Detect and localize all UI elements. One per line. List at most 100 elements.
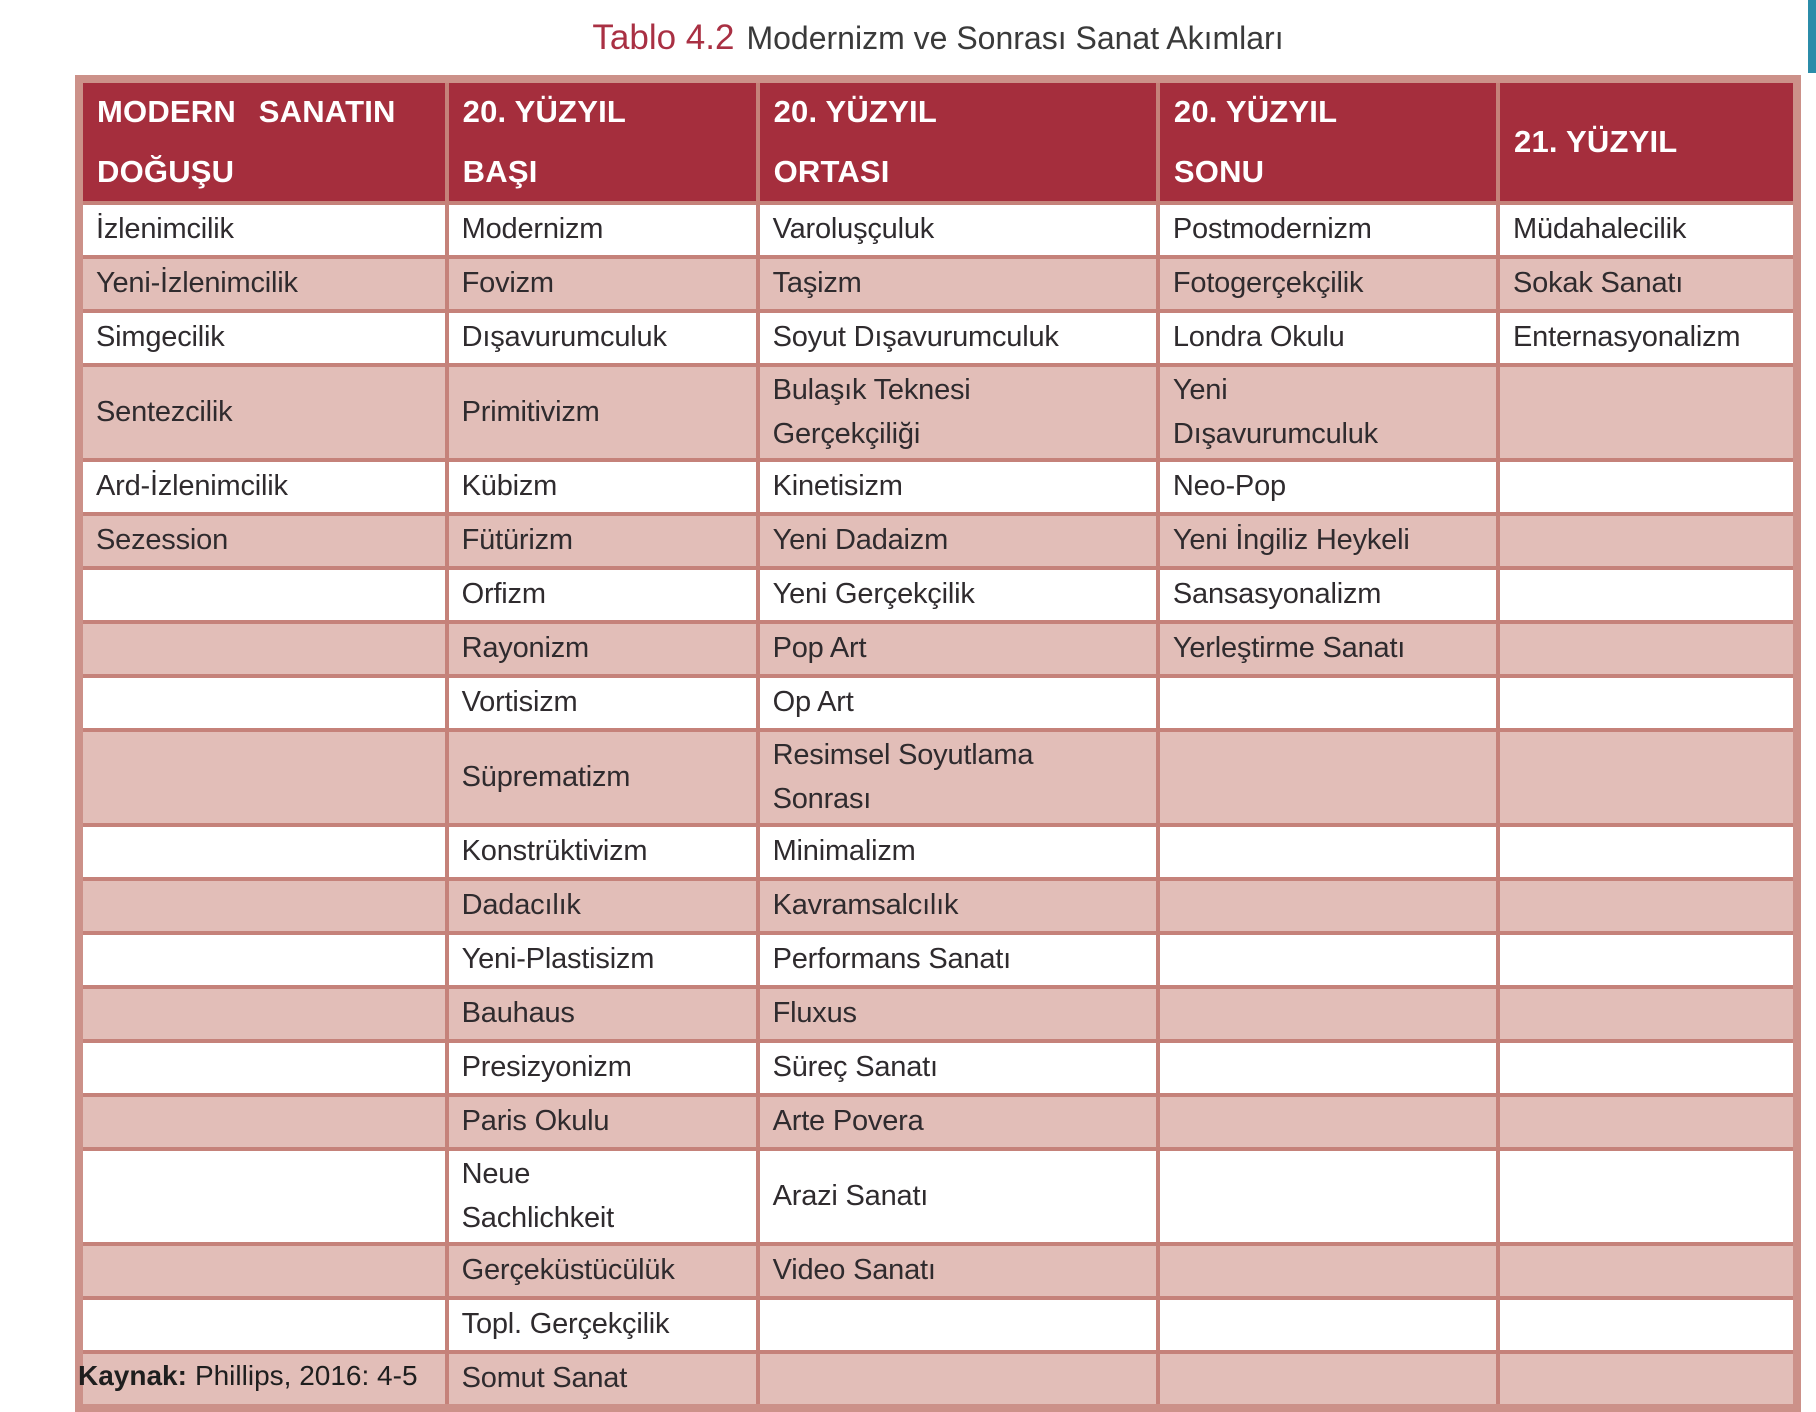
table-cell: Süprematizm — [444, 728, 760, 828]
table-cell — [1496, 620, 1799, 679]
page-corner-accent-bar — [1808, 0, 1816, 73]
table-cell: Presizyonizm — [444, 1039, 760, 1098]
table-cell: Paris Okulu — [444, 1093, 760, 1152]
table-caption-text: Modernizm ve Sonrası Sanat Akımları — [746, 20, 1284, 56]
table-cell: Topl. Gerçekçilik — [444, 1296, 760, 1355]
column-header-line: SONU — [1173, 154, 1265, 190]
table-cell — [77, 1296, 449, 1355]
column-header: 20. YÜZYIL ORTASI — [755, 76, 1160, 206]
table-cell: Fovizm — [444, 255, 760, 314]
table-row: Topl. Gerçekçilik — [77, 1296, 1799, 1355]
table-row: Sezession Fütürizm Yeni Dadaizm Yeni İngili… — [77, 512, 1799, 571]
table-cell: Yeni İngiliz Heykeli — [1155, 512, 1501, 571]
table-cell: Soyut Dışavurumculuk — [755, 309, 1160, 368]
table-cell: Arte Povera — [755, 1093, 1160, 1152]
table-cell: Sezession — [77, 512, 449, 571]
table-cell — [77, 931, 449, 990]
table-cell — [77, 1242, 449, 1301]
table-cell: Modernizm — [444, 201, 760, 260]
table-cell — [1155, 1296, 1501, 1355]
table-cell — [1155, 1147, 1501, 1247]
table-cell — [1496, 674, 1799, 733]
table-row: Gerçeküstücülük Video Sanatı — [77, 1242, 1799, 1301]
table-cell: Bulaşık Teknesi Gerçekçiliği — [755, 363, 1160, 463]
source-text: Phillips, 2016: 4-5 — [194, 1360, 418, 1391]
table-cell: Performans Sanatı — [755, 931, 1160, 990]
table-cell: Sentezcilik — [77, 363, 449, 463]
table-cell: Kinetisizm — [755, 458, 1160, 517]
table-row: Yeni-İzlenimcilik Fovizm Taşizm Fotogerçekç… — [77, 255, 1799, 314]
table-cell — [1155, 1242, 1501, 1301]
table-row: Orfizm Yeni Gerçekçilik Sansasyonalizm — [77, 566, 1799, 625]
column-header-line: 20. YÜZYIL — [773, 94, 937, 129]
table-row: Dadacılık Kavramsalcılık — [77, 877, 1799, 936]
column-header-line: MODERN SANATIN — [97, 94, 396, 129]
table-cell: Vortisizm — [444, 674, 760, 733]
table-row: Konstrüktivizm Minimalizm — [77, 823, 1799, 882]
table-cell — [1496, 728, 1799, 828]
table-cell — [1496, 458, 1799, 517]
table-cell: Yeni Dışavurumculuk — [1155, 363, 1501, 463]
table-cell: Yerleştirme Sanatı — [1155, 620, 1501, 679]
table-cell: Gerçeküstücülük — [444, 1242, 760, 1301]
table-cell: Ard-İzlenimcilik — [77, 458, 449, 517]
table-cell: Neue Sachlichkeit — [444, 1147, 760, 1247]
table-cell: Sansasyonalizm — [1155, 566, 1501, 625]
table-cell: Yeni-Plastisizm — [444, 931, 760, 990]
column-header: 20. YÜZYIL BAŞI — [444, 76, 760, 206]
table-cell — [1496, 1350, 1799, 1411]
table-cell: Op Art — [755, 674, 1160, 733]
table-cell — [1155, 1039, 1501, 1098]
table-cell — [755, 1296, 1160, 1355]
table-cell — [77, 728, 449, 828]
table-row: Bauhaus Fluxus — [77, 985, 1799, 1044]
column-header-line: BAŞI — [462, 154, 538, 190]
table-caption-label: Tablo 4.2 — [592, 18, 735, 57]
table-cell: Fluxus — [755, 985, 1160, 1044]
table-cell: Kavramsalcılık — [755, 877, 1160, 936]
table-cell — [1155, 931, 1501, 990]
table-cell — [77, 674, 449, 733]
table-cell — [77, 1350, 449, 1411]
table-cell: Fotogerçekçilik — [1155, 255, 1501, 314]
table-cell — [77, 1093, 449, 1152]
table-cell: Londra Okulu — [1155, 309, 1501, 368]
column-header-line: 20. YÜZYIL — [462, 94, 627, 129]
table-row: Rayonizm Pop Art Yerleştirme Sanatı — [77, 620, 1799, 679]
table-cell — [1155, 985, 1501, 1044]
table-cell: Somut Sanat — [444, 1350, 760, 1411]
table-cell: Orfizm — [444, 566, 760, 625]
table-cell: Yeni-İzlenimcilik — [77, 255, 449, 314]
table-cell: Primitivizm — [444, 363, 760, 463]
table-cell — [755, 1350, 1160, 1411]
table-cell — [1496, 1039, 1799, 1098]
source-label: Kaynak: — [78, 1360, 187, 1391]
table-cell: Video Sanatı — [755, 1242, 1160, 1301]
table-cell — [77, 566, 449, 625]
table-cell — [1496, 1147, 1799, 1247]
table-cell — [77, 1147, 449, 1247]
table-cell: Simgecilik — [77, 309, 449, 368]
table-cell — [1496, 823, 1799, 882]
table-cell — [77, 1039, 449, 1098]
table-row: İzlenimcilik Modernizm Varoluşçuluk Postmod… — [77, 201, 1799, 260]
column-header-line: DOĞUŞU — [97, 154, 235, 190]
table-cell: Dışavurumculuk — [444, 309, 760, 368]
table-cell — [1155, 674, 1501, 733]
table-row: Sentezcilik Primitivizm Bulaşık Teknesi Ge… — [77, 363, 1799, 463]
table-cell — [1155, 823, 1501, 882]
table-cell: Pop Art — [755, 620, 1160, 679]
table-cell: Postmodernizm — [1155, 201, 1501, 260]
column-header: 20. YÜZYIL SONU — [1155, 76, 1501, 206]
table-cell — [77, 620, 449, 679]
table-cell: İzlenimcilik — [77, 201, 449, 260]
table-cell: Dadacılık — [444, 877, 760, 936]
table-cell: Minimalizm — [755, 823, 1160, 882]
table-cell — [1155, 1350, 1501, 1411]
table-cell: Müdahalecilik — [1496, 201, 1799, 260]
source-note: Kaynak: Phillips, 2016: 4-5 — [78, 1360, 418, 1392]
table-row: Paris Okulu Arte Povera — [77, 1093, 1799, 1152]
column-header-line: ORTASI — [773, 154, 890, 190]
table-row: Presizyonizm Süreç Sanatı — [77, 1039, 1799, 1098]
table-cell: Sokak Sanatı — [1496, 255, 1799, 314]
